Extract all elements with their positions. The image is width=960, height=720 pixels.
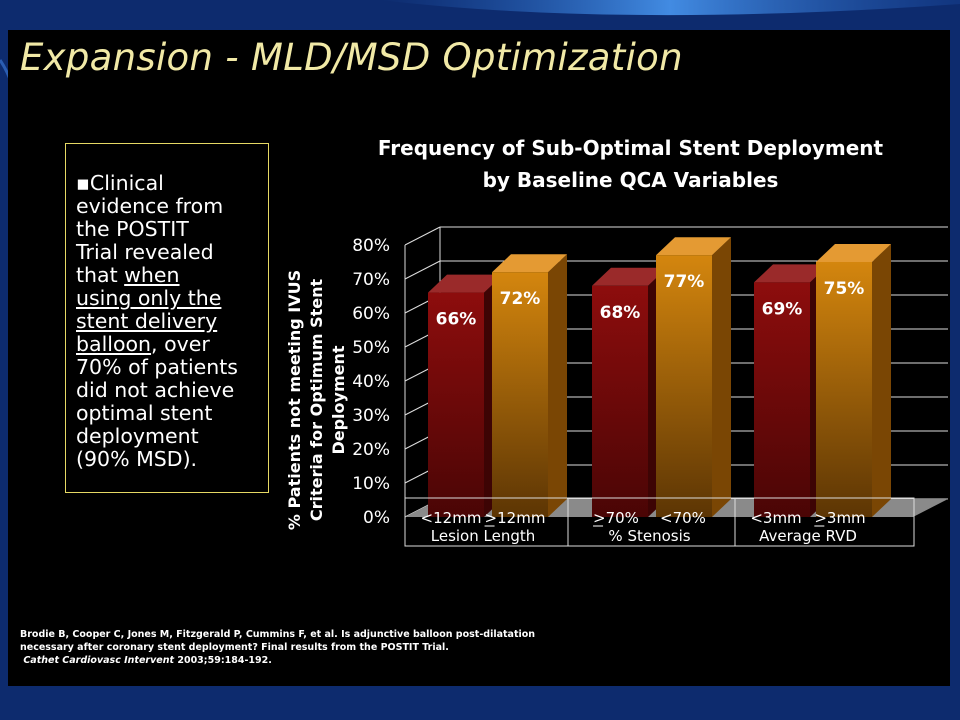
category-label: >3mm	[814, 509, 865, 527]
bar-top	[492, 254, 567, 273]
bar-value-label: 69%	[762, 299, 803, 319]
callout-line: using only the	[76, 286, 222, 310]
callout-line: 70% of patients	[76, 355, 238, 379]
y-tick-label: 40%	[352, 372, 390, 392]
gridline-depth	[404, 226, 441, 246]
bar-top	[656, 237, 731, 256]
slide-title: Expansion - MLD/MSD Optimization	[20, 36, 683, 79]
bar-top	[592, 267, 667, 286]
callout-line: deployment	[76, 424, 199, 448]
y-tick-label: 10%	[352, 474, 390, 494]
y-tick-label: 70%	[352, 270, 390, 290]
y-axis-title-line: Deployment	[329, 345, 348, 454]
callout-line: did not achieve	[76, 378, 235, 402]
callout-line: evidence from	[76, 194, 224, 218]
group-label: % Stenosis	[608, 527, 690, 545]
bar	[816, 262, 872, 517]
bar	[592, 285, 648, 517]
bar-side	[872, 244, 891, 517]
bar-side	[548, 254, 567, 517]
callout-line: Trial revealed	[76, 240, 214, 264]
chart-title: Frequency of Sub-Optimal Stent Deploymen…	[348, 132, 913, 196]
chart-title-line: by Baseline QCA Variables	[482, 168, 779, 192]
category-label: <12mm	[421, 509, 482, 527]
bar-value-label: 68%	[600, 303, 641, 323]
callout-line: ▪Clinical	[76, 171, 164, 195]
bar-value-label: 66%	[436, 310, 477, 330]
chart-title-line: Frequency of Sub-Optimal Stent Deploymen…	[377, 136, 884, 160]
group-label: Average RVD	[759, 527, 857, 545]
bar-side	[712, 237, 731, 517]
citation: Brodie B, Cooper C, Jones M, Fitzgerald …	[20, 629, 536, 666]
bar-value-label: 77%	[664, 272, 705, 292]
category-label: >70%	[593, 509, 639, 527]
callout-line: (90% MSD).	[76, 447, 198, 471]
bar	[754, 282, 810, 517]
y-tick-label: 0%	[363, 508, 390, 528]
bar-top	[754, 264, 829, 283]
bar-value-label: 75%	[824, 279, 865, 299]
callout-line: stent delivery	[76, 309, 218, 333]
bar	[492, 272, 548, 517]
callout-line: optimal stent	[76, 401, 213, 425]
category-label: <3mm	[750, 509, 801, 527]
bar-top	[816, 244, 891, 262]
bar-top	[428, 274, 503, 293]
bar-chart: 0% 10% 20% 30% 40% 50% 60% 70% 80% % Patients not…	[285, 226, 948, 547]
bullet-icon: ▪	[76, 171, 90, 195]
gridline-depth	[404, 260, 441, 280]
y-axis-title-line: Criteria for Optimum Stent	[307, 278, 326, 521]
y-tick-label: 30%	[352, 406, 390, 426]
callout-line: the POSTIT	[76, 217, 189, 241]
bar-value-label: 72%	[500, 289, 541, 309]
callout-text-box: ▪Clinical evidence from the POSTIT Trial…	[65, 143, 269, 493]
category-label: >12mm	[485, 509, 546, 527]
category-label: <70%	[660, 509, 706, 527]
y-axis-title-line: % Patients not meeting IVUS	[285, 270, 304, 530]
group-label: Lesion Length	[431, 527, 536, 545]
slide-panel: Expansion - MLD/MSD Optimization ▪Clinic…	[8, 30, 950, 686]
callout-line: balloon, over	[76, 332, 210, 356]
bar	[428, 292, 484, 517]
bar	[656, 255, 712, 517]
y-tick-label: 80%	[352, 236, 390, 256]
y-tick-label: 20%	[352, 440, 390, 460]
category-axis-box	[404, 497, 915, 547]
y-tick-label: 60%	[352, 304, 390, 324]
callout-line: that when	[76, 263, 180, 287]
y-tick-label: 50%	[352, 338, 390, 358]
